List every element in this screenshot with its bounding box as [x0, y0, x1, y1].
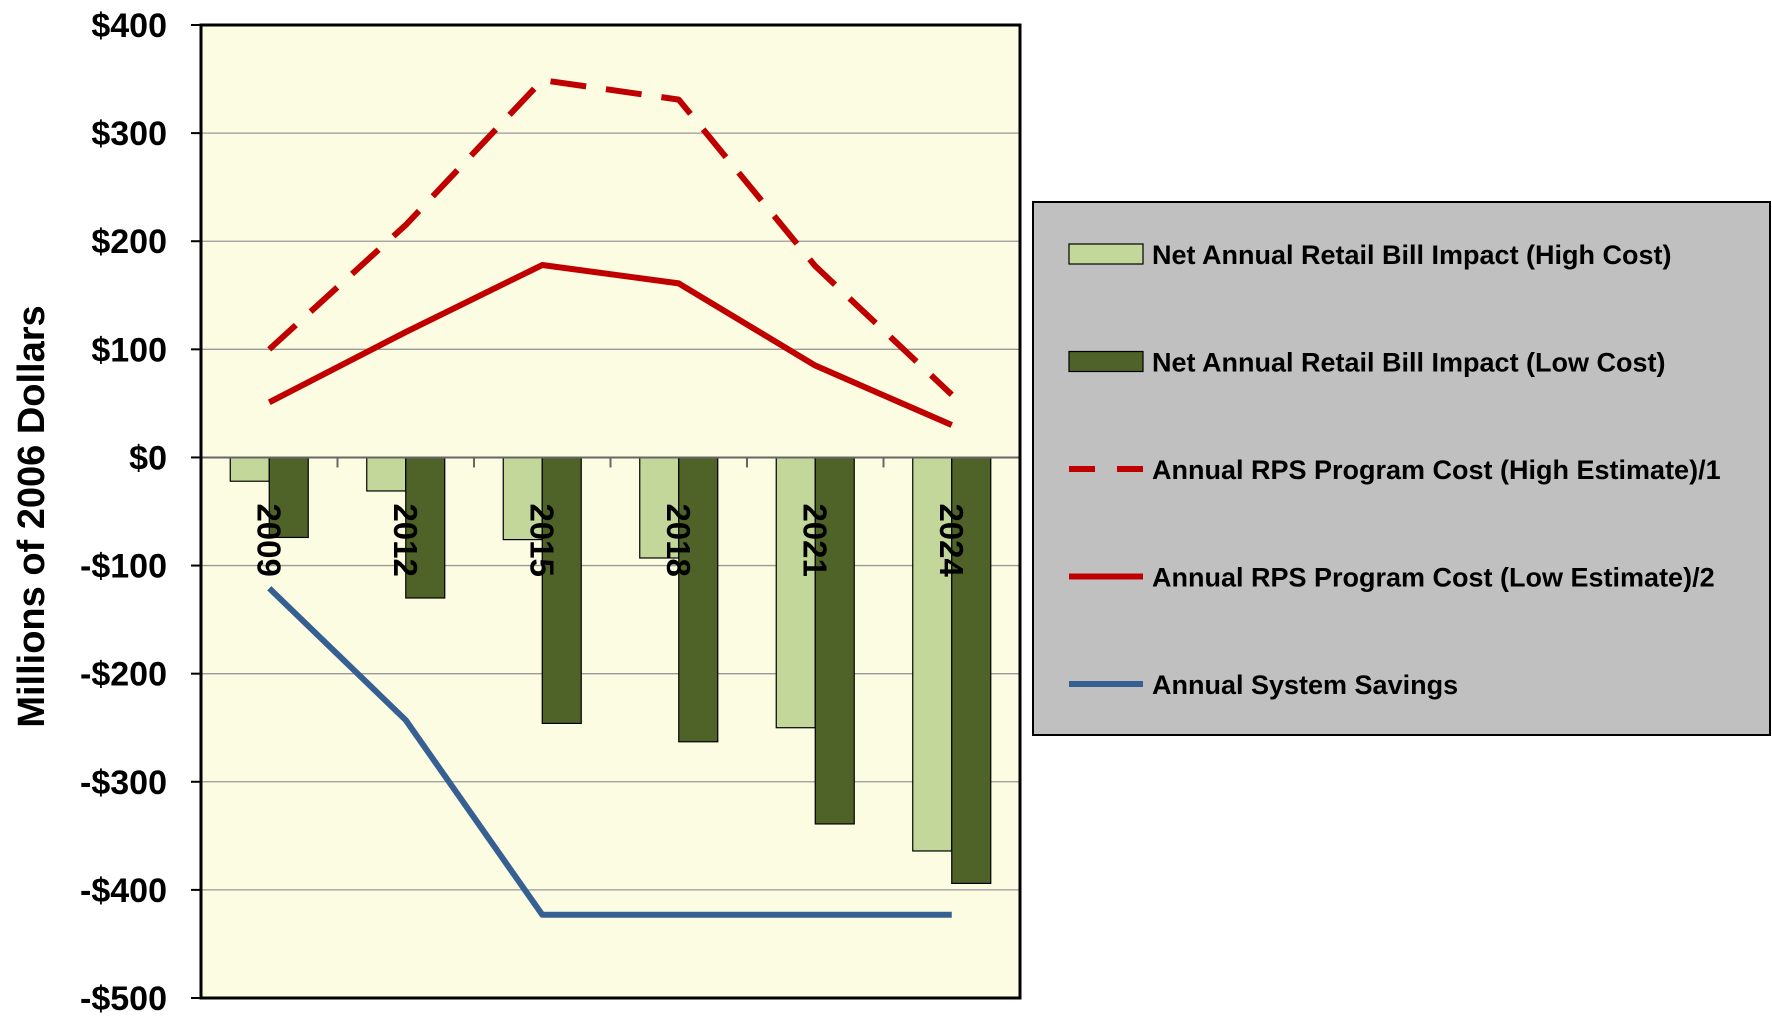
bar-high-cost	[502, 456, 543, 541]
legend-label: Net Annual Retail Bill Impact (Low Cost)	[1152, 348, 1666, 378]
bar-high-cost	[775, 456, 816, 729]
x-category-label: 2018	[660, 503, 697, 576]
y-tick-label: $400	[91, 7, 167, 45]
legend-label: Annual RPS Program Cost (Low Estimate)/2	[1152, 563, 1715, 593]
plot-area	[201, 25, 1020, 998]
y-tick-label: $0	[129, 439, 167, 477]
bar-series	[229, 456, 992, 885]
x-category-label: 2021	[796, 503, 833, 576]
y-tick-label: -$100	[80, 548, 167, 586]
bar-high-cost	[229, 456, 270, 482]
y-axis-ticks	[191, 24, 201, 999]
x-category-label: 2015	[523, 503, 560, 576]
legend-label: Annual RPS Program Cost (High Estimate)/…	[1152, 455, 1721, 485]
bar-low-cost	[814, 456, 855, 825]
y-tick-label: -$300	[80, 764, 167, 802]
bar-low-cost	[541, 456, 582, 724]
bar-low-cost	[268, 456, 309, 539]
y-tick-label: $100	[91, 331, 167, 369]
legend-label: Net Annual Retail Bill Impact (High Cost…	[1152, 240, 1672, 270]
y-axis-labels: $400 $300 $200 $100 $0 -$100 -$200 -$300 -$400 -$…	[80, 7, 167, 1017]
gridlines	[201, 132, 1020, 891]
legend: Net Annual Retail Bill Impact (High Cost…	[1032, 201, 1771, 736]
line-rps-high-estimate	[267, 77, 954, 397]
y-tick-label: $300	[91, 115, 167, 153]
y-tick-label: $200	[91, 223, 167, 261]
y-tick-label: -$400	[80, 872, 167, 910]
bar-high-cost	[639, 456, 680, 559]
x-category-label: 2024	[933, 503, 970, 577]
line-system-savings	[267, 586, 952, 918]
x-category-label: 2009	[250, 503, 287, 576]
legend-swatch	[1068, 243, 1144, 265]
line-series	[267, 77, 954, 918]
bar-high-cost	[366, 456, 407, 492]
y-axis-title: Millions of 2006 Dollars	[11, 305, 53, 727]
legend-swatch	[1068, 350, 1144, 373]
plot-border	[199, 23, 1022, 1000]
bar-low-cost	[405, 456, 446, 599]
x-axis-labels: 2009 2012 2015 2018 2021 2024	[250, 503, 970, 577]
legend-box	[1032, 201, 1771, 736]
x-category-label: 2012	[387, 503, 424, 576]
bar-low-cost	[678, 456, 719, 743]
line-rps-low-estimate	[267, 262, 953, 428]
legend-label: Annual System Savings	[1152, 670, 1458, 700]
bar-high-cost	[912, 456, 953, 852]
y-tick-label: -$500	[80, 980, 167, 1017]
y-tick-label: -$200	[80, 656, 167, 694]
